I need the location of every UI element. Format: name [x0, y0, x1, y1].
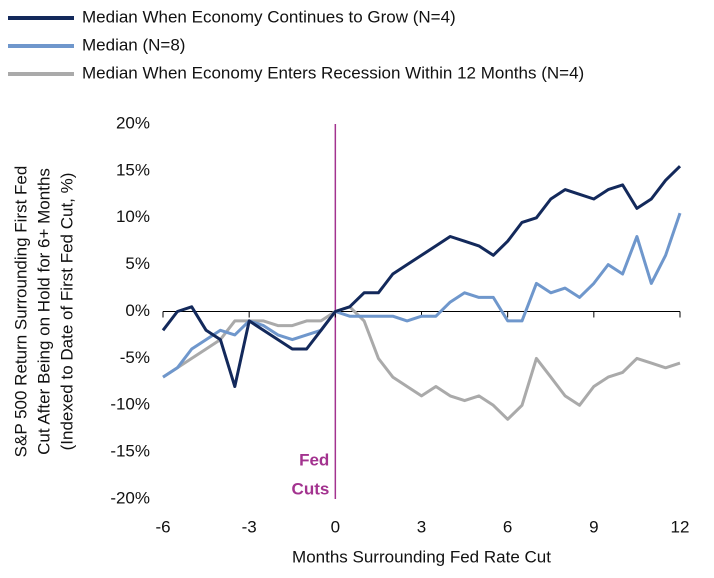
- y-axis-label: (Indexed to Date of First Fed Cut, %): [57, 173, 76, 451]
- annotation: Cuts: [292, 479, 330, 498]
- y-tick-label: -10%: [110, 395, 150, 414]
- annotation: Fed: [299, 450, 329, 469]
- legend-label: Median When Economy Continues to Grow (N…: [82, 7, 456, 26]
- y-axis-label: Cut After Being on Hold for 6+ Months: [34, 168, 53, 455]
- x-axis-label: Months Surrounding Fed Rate Cut: [292, 547, 551, 566]
- y-tick-label: 15%: [116, 160, 150, 179]
- legend-label: Median When Economy Enters Recession Wit…: [82, 63, 584, 82]
- y-tick-label: -15%: [110, 442, 150, 461]
- y-tick-label: 5%: [125, 254, 150, 273]
- x-tick-label: 6: [503, 517, 512, 536]
- y-tick-label: -20%: [110, 488, 150, 507]
- y-tick-label: 0%: [125, 301, 150, 320]
- y-tick-label: -5%: [120, 348, 150, 367]
- y-tick-label: 10%: [116, 207, 150, 226]
- series-line: [161, 165, 682, 388]
- x-tick-label: 0: [331, 517, 340, 536]
- x-tick-label: 9: [589, 517, 598, 536]
- x-tick-label: 3: [417, 517, 426, 536]
- x-tick-label: -6: [155, 517, 170, 536]
- series-line: [162, 212, 682, 379]
- y-tick-label: 20%: [116, 113, 150, 132]
- x-tick-label: 12: [671, 517, 690, 536]
- x-tick-label: -3: [242, 517, 257, 536]
- y-axis-label: S&P 500 Return Surrounding First Fed: [11, 166, 30, 458]
- legend-label: Median (N=8): [82, 35, 185, 54]
